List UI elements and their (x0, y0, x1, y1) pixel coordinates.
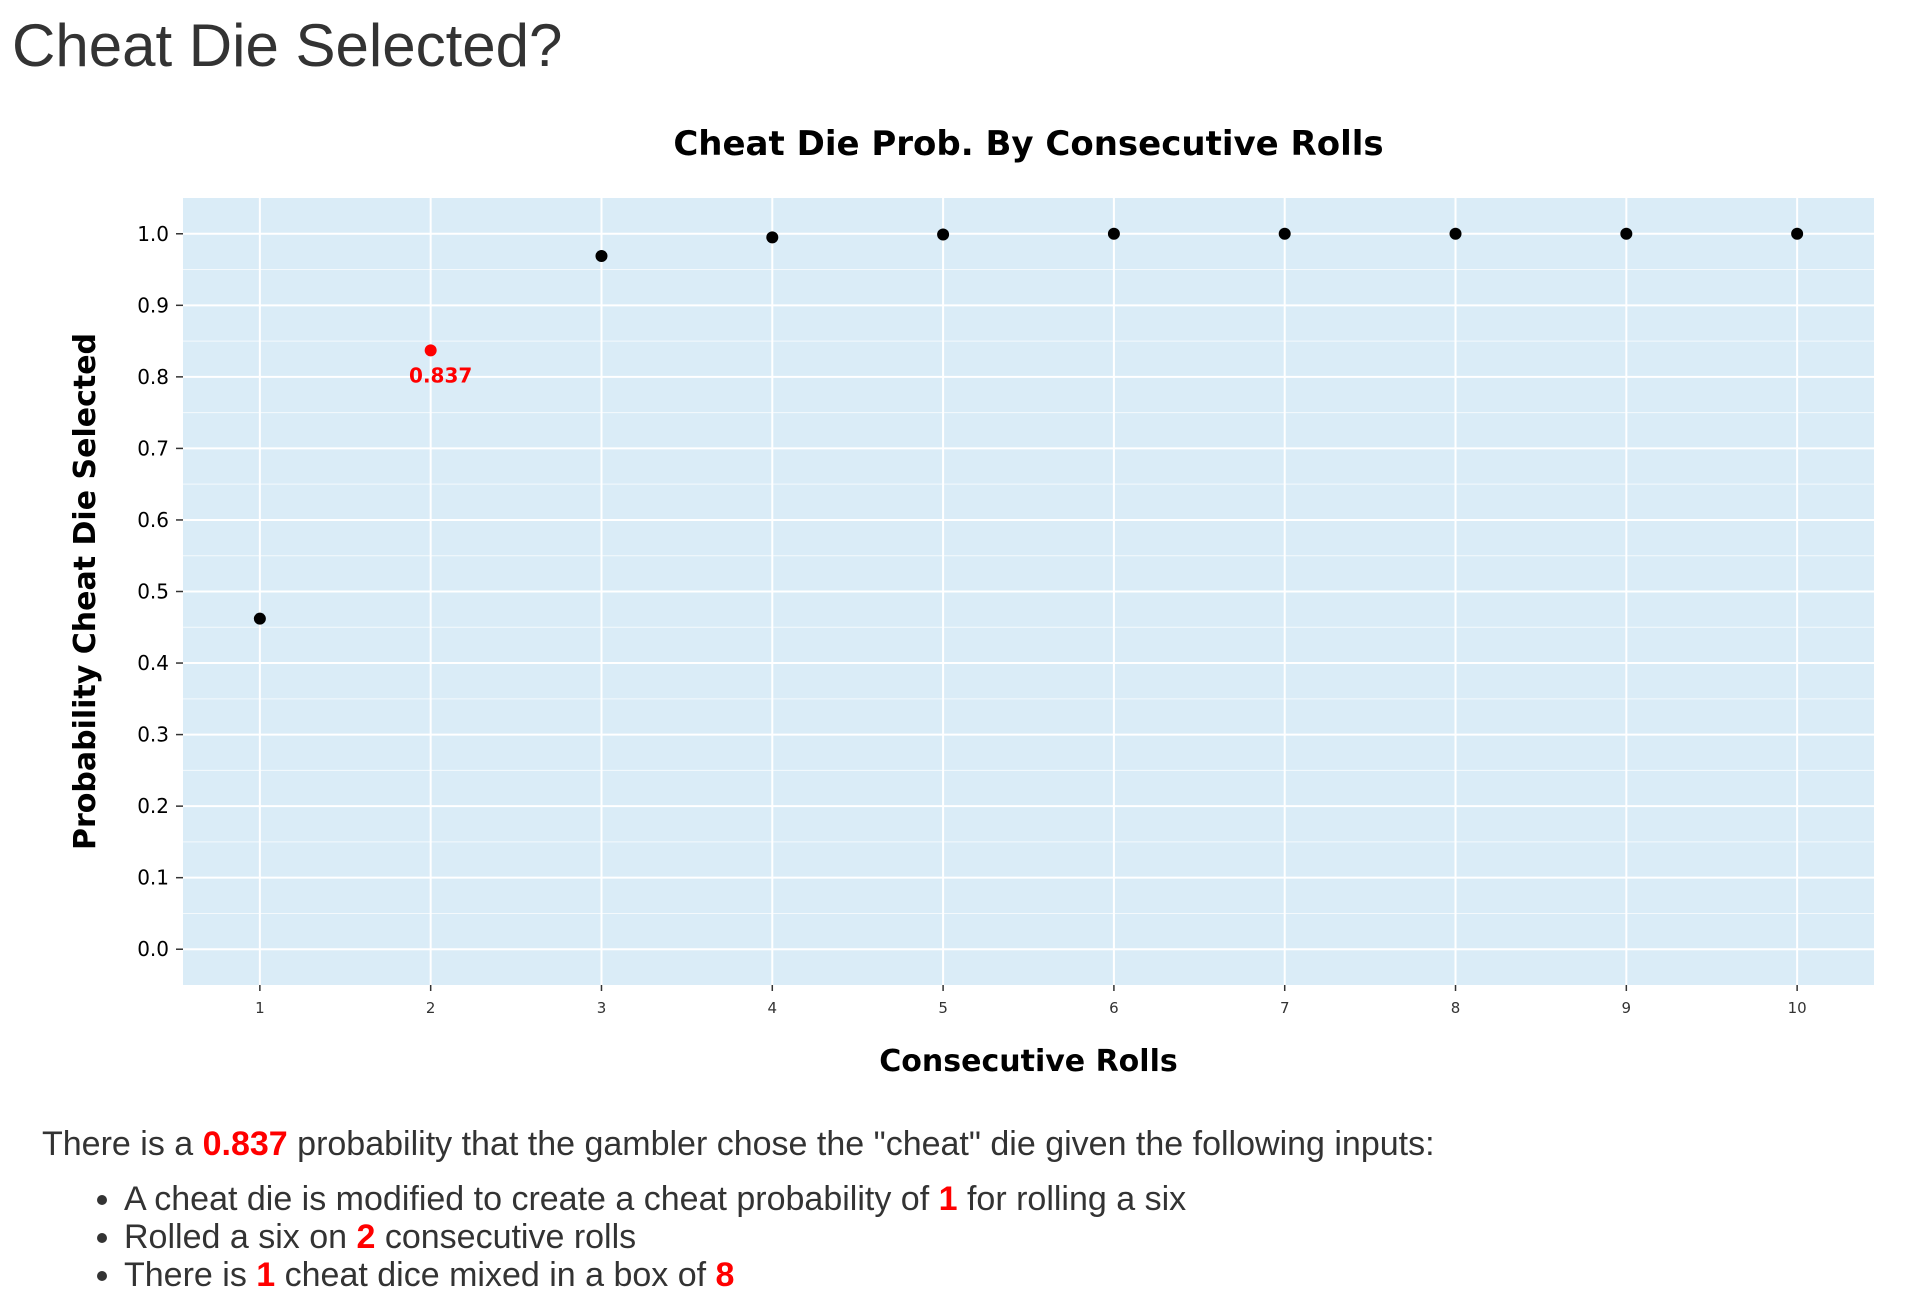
x-tick-label: 7 (1280, 999, 1290, 1017)
y-tick-label: 0.9 (137, 293, 169, 317)
x-tick-label: 5 (938, 999, 948, 1017)
list-item-cheat-probability: A cheat die is modified to create a chea… (124, 1180, 1882, 1218)
bullet-value: 1 (938, 1180, 958, 1218)
list-item-consecutive-rolls: Rolled a six on 2 consecutive rolls (124, 1218, 1882, 1256)
chart-title: Cheat Die Prob. By Consecutive Rolls (673, 124, 1383, 164)
data-point (1107, 227, 1120, 240)
bullet-value-box-size: 8 (715, 1256, 735, 1294)
y-tick-label: 0.4 (137, 651, 169, 675)
data-point (1449, 227, 1462, 240)
y-tick-label: 0.2 (137, 794, 169, 818)
data-point (1278, 227, 1291, 240)
bullet-value: 1 (256, 1256, 276, 1294)
bullet-text: consecutive rolls (375, 1218, 637, 1256)
data-point (1620, 227, 1633, 240)
y-tick-label: 0.5 (137, 580, 169, 604)
x-tick-labels: 1 2 3 4 5 6 7 8 9 10 (255, 985, 1807, 1017)
bullet-value: 2 (356, 1218, 376, 1256)
data-point (595, 249, 608, 262)
x-tick-label: 2 (426, 999, 436, 1017)
x-tick-label: 3 (597, 999, 607, 1017)
inputs-list: A cheat die is modified to create a chea… (42, 1180, 1882, 1294)
summary-section: There is a 0.837 probability that the ga… (42, 1120, 1882, 1294)
list-item-dice-box: There is 1 cheat dice mixed in a box of … (124, 1256, 1882, 1294)
y-axis-label: Probability Cheat Die Selected (68, 333, 103, 850)
x-tick-label: 10 (1788, 999, 1807, 1017)
bullet-text: There is (124, 1256, 257, 1294)
x-axis-label: Consecutive Rolls (879, 1044, 1177, 1079)
y-tick-label: 1.0 (137, 222, 169, 246)
x-tick-label: 9 (1622, 999, 1632, 1017)
data-point (253, 612, 266, 625)
scatter-chart: 0.0 0.1 0.2 0.3 0.4 0.5 0.6 0.7 0.8 0.9 1.0 1 2 3 4 5 6… (68, 124, 1874, 1079)
page-title: Cheat Die Selected? (12, 12, 563, 79)
grid-lines (183, 198, 1874, 985)
bullet-text: cheat dice mixed in a box of (275, 1256, 716, 1294)
summary-probability: 0.837 (202, 1125, 288, 1163)
data-points (253, 227, 1804, 625)
x-tick-label: 8 (1451, 999, 1461, 1017)
summary-sentence: There is a 0.837 probability that the ga… (42, 1120, 1882, 1168)
bullet-text: Rolled a six on (124, 1218, 357, 1256)
x-tick-label: 6 (1109, 999, 1119, 1017)
summary-prefix: There is a (42, 1125, 203, 1163)
y-tick-label: 0.8 (137, 365, 169, 389)
highlight-point-label: 0.837 (409, 363, 472, 387)
y-tick-label: 0.1 (137, 866, 169, 890)
y-tick-label: 0.3 (137, 723, 169, 747)
summary-suffix: probability that the gambler chose the "… (287, 1125, 1435, 1163)
x-tick-label: 4 (768, 999, 778, 1017)
data-point (1791, 227, 1804, 240)
bullet-text: for rolling a six (957, 1180, 1187, 1218)
y-tick-label: 0.7 (137, 436, 169, 460)
y-tick-labels: 0.0 0.1 0.2 0.3 0.4 0.5 0.6 0.7 0.8 0.9 1.0 (137, 222, 183, 961)
data-point (937, 228, 950, 241)
data-point (766, 231, 779, 244)
bullet-text: A cheat die is modified to create a chea… (124, 1180, 939, 1218)
x-tick-label: 1 (255, 999, 265, 1017)
y-tick-label: 0.6 (137, 508, 169, 532)
y-tick-label: 0.0 (137, 937, 169, 961)
highlight-point (424, 344, 437, 357)
